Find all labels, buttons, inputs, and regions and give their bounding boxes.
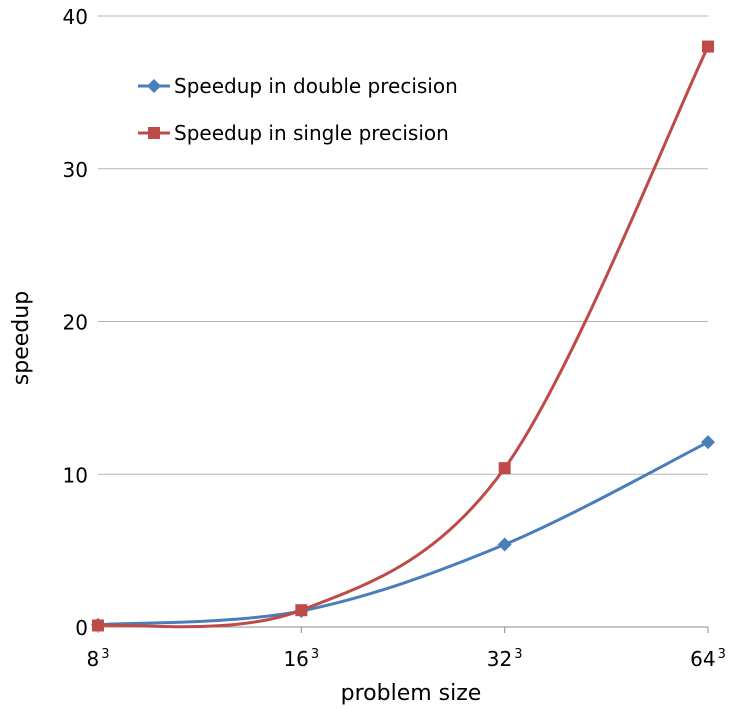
series-line [97,440,709,627]
x-tick-label: 64 3 [690,647,726,671]
legend-label: Speedup in double precision [174,74,458,98]
x-axis-label: problem size [341,681,482,706]
data-point [92,619,104,632]
data-point [295,604,308,617]
y-tick-label: 10 [63,463,88,487]
series-single [92,40,714,632]
legend-label: Speedup in single precision [174,121,449,145]
data-point [498,462,511,475]
x-tick-label: 32 3 [487,647,523,671]
y-tick-label: 20 [63,311,88,335]
data-point [702,40,714,53]
legend: Speedup in double precision Speedup in si… [138,74,458,145]
y-tick-labels: 0 10 20 30 40 [63,5,88,640]
data-point [701,435,715,450]
y-tick-label: 40 [63,5,88,29]
series-double [91,435,715,632]
y-tick-label: 30 [63,158,88,182]
y-axis-label: speedup [9,291,34,385]
data-point [497,537,512,552]
series-line [97,45,710,629]
x-tick-labels: 8 3 16 3 32 3 64 3 [86,647,725,671]
x-tick-label: 16 3 [283,647,319,671]
legend-marker [148,127,160,139]
gridlines [97,15,709,633]
y-tick-label: 0 [75,616,88,640]
legend-marker [147,79,161,93]
series-group [91,40,715,632]
